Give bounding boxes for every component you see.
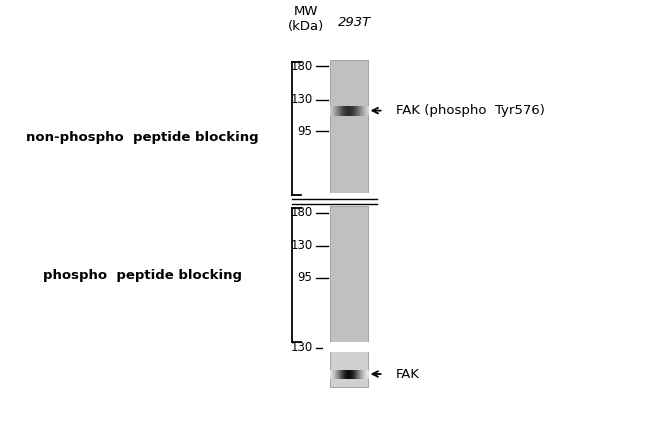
Text: 130: 130 [291,93,313,106]
Text: 180: 180 [291,206,313,219]
Text: 130: 130 [291,341,313,354]
Text: 180: 180 [291,60,313,73]
Text: FAK: FAK [396,368,420,381]
Text: 293T: 293T [339,16,372,29]
Text: FAK (phospho  Tyr576): FAK (phospho Tyr576) [396,104,545,117]
Bar [330,350,368,387]
Bar [323,193,374,206]
Bar [323,342,374,352]
Text: non-phospho  peptide blocking: non-phospho peptide blocking [26,131,259,144]
Bar [330,60,368,197]
Text: 95: 95 [298,271,313,284]
Text: 130: 130 [291,239,313,252]
Text: 95: 95 [298,125,313,138]
Text: phospho  peptide blocking: phospho peptide blocking [43,269,242,282]
Bar [330,206,368,344]
Text: MW
(kDa): MW (kDa) [288,5,324,33]
